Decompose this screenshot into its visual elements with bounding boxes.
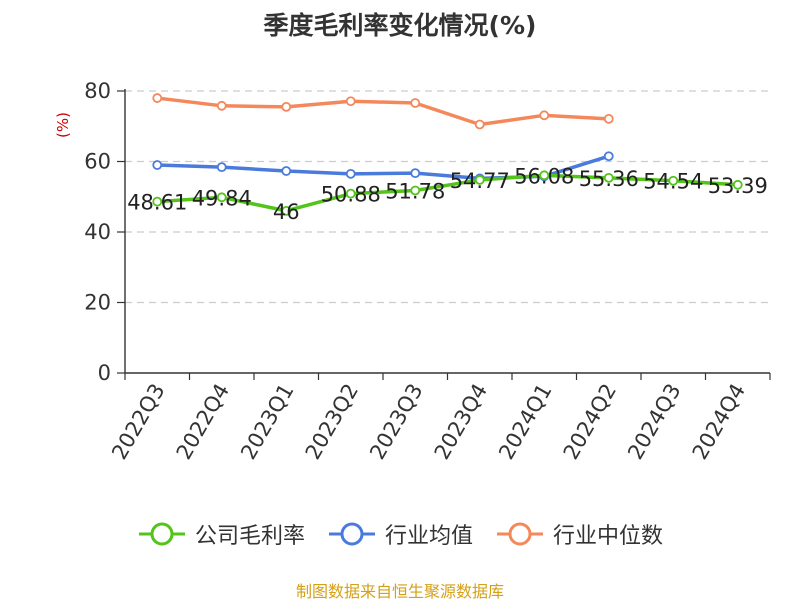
data-point bbox=[668, 175, 679, 186]
data-source: 制图数据来自恒生聚源数据库 bbox=[295, 582, 504, 601]
data-label: 56.08 bbox=[514, 164, 574, 188]
data-point bbox=[345, 188, 356, 199]
x-tick-label: 2024Q1 bbox=[494, 380, 556, 464]
legend-label-company: 公司毛利率 bbox=[194, 524, 305, 549]
data-point bbox=[410, 185, 421, 196]
x-tick-label: 2022Q3 bbox=[107, 380, 169, 464]
data-point bbox=[603, 113, 614, 124]
data-point bbox=[281, 101, 292, 112]
y-tick-label: 60 bbox=[84, 150, 111, 174]
legend-item-company[interactable]: 公司毛利率 bbox=[137, 518, 305, 550]
data-point bbox=[474, 175, 485, 185]
y-tick-label: 80 bbox=[84, 79, 111, 103]
data-label: 49.84 bbox=[192, 186, 252, 210]
data-point bbox=[410, 168, 421, 179]
x-tick-label: 2023Q4 bbox=[430, 380, 492, 464]
data-labels: 48.61 49.84 46 50.88 51.78 54.77 56.08 55.36 54.… bbox=[127, 164, 768, 224]
series-line bbox=[157, 173, 738, 213]
data-point bbox=[152, 93, 163, 103]
data-label: 55.36 bbox=[579, 167, 639, 191]
x-tick-label: 2023Q3 bbox=[365, 380, 427, 464]
series-line bbox=[157, 96, 609, 127]
chart-title: 季度毛利率变化情况(%) bbox=[263, 11, 537, 40]
x-tick-label: 2023Q1 bbox=[236, 380, 298, 464]
data-point bbox=[539, 170, 550, 181]
data-point bbox=[216, 162, 227, 173]
data-label: 51.78 bbox=[385, 179, 445, 203]
y-axis-label: (%) bbox=[54, 112, 72, 138]
data-point bbox=[410, 98, 421, 108]
data-label: 54.77 bbox=[450, 169, 510, 193]
data-point bbox=[152, 160, 163, 170]
x-tick-label: 2022Q4 bbox=[172, 380, 234, 464]
data-point bbox=[345, 168, 356, 179]
data-label: 54.54 bbox=[643, 170, 703, 194]
data-label: 53.39 bbox=[708, 174, 768, 198]
y-tick-label: 40 bbox=[84, 220, 111, 244]
y-tick-label: 20 bbox=[84, 291, 111, 315]
data-label: 50.88 bbox=[321, 183, 381, 207]
data-point bbox=[281, 166, 292, 176]
data-point bbox=[152, 196, 163, 207]
data-point bbox=[216, 100, 227, 111]
legend-marker-industry-mean-icon bbox=[328, 522, 375, 546]
legend-item-industry-mean[interactable]: 行业均值 bbox=[327, 518, 473, 550]
legend-label-industry-median: 行业中位数 bbox=[553, 524, 664, 549]
x-tick-label: 2024Q3 bbox=[623, 380, 685, 464]
series-layer bbox=[152, 93, 743, 216]
data-point bbox=[474, 119, 485, 130]
x-tick-label: 2024Q4 bbox=[688, 380, 750, 464]
x-tick-label: 2023Q2 bbox=[301, 380, 363, 464]
legend-label-industry-mean: 行业均值 bbox=[384, 524, 473, 549]
data-point bbox=[603, 151, 614, 162]
data-point bbox=[732, 179, 743, 190]
data-point bbox=[345, 96, 356, 107]
data-point bbox=[216, 192, 227, 203]
legend-item-industry-median[interactable]: 行业中位数 bbox=[495, 518, 663, 550]
data-label: 46 bbox=[273, 200, 300, 224]
legend-marker-company-icon bbox=[138, 522, 185, 546]
data-point bbox=[603, 172, 614, 183]
legend-marker-industry-median-icon bbox=[497, 522, 543, 546]
data-point bbox=[281, 205, 292, 216]
data-point bbox=[539, 110, 550, 121]
legend: 公司毛利率 行业均值 行业中位数 bbox=[0, 518, 800, 550]
y-tick-label: 0 bbox=[98, 361, 111, 385]
data-label: 48.61 bbox=[127, 191, 187, 215]
x-tick-label: 2024Q2 bbox=[559, 380, 621, 464]
